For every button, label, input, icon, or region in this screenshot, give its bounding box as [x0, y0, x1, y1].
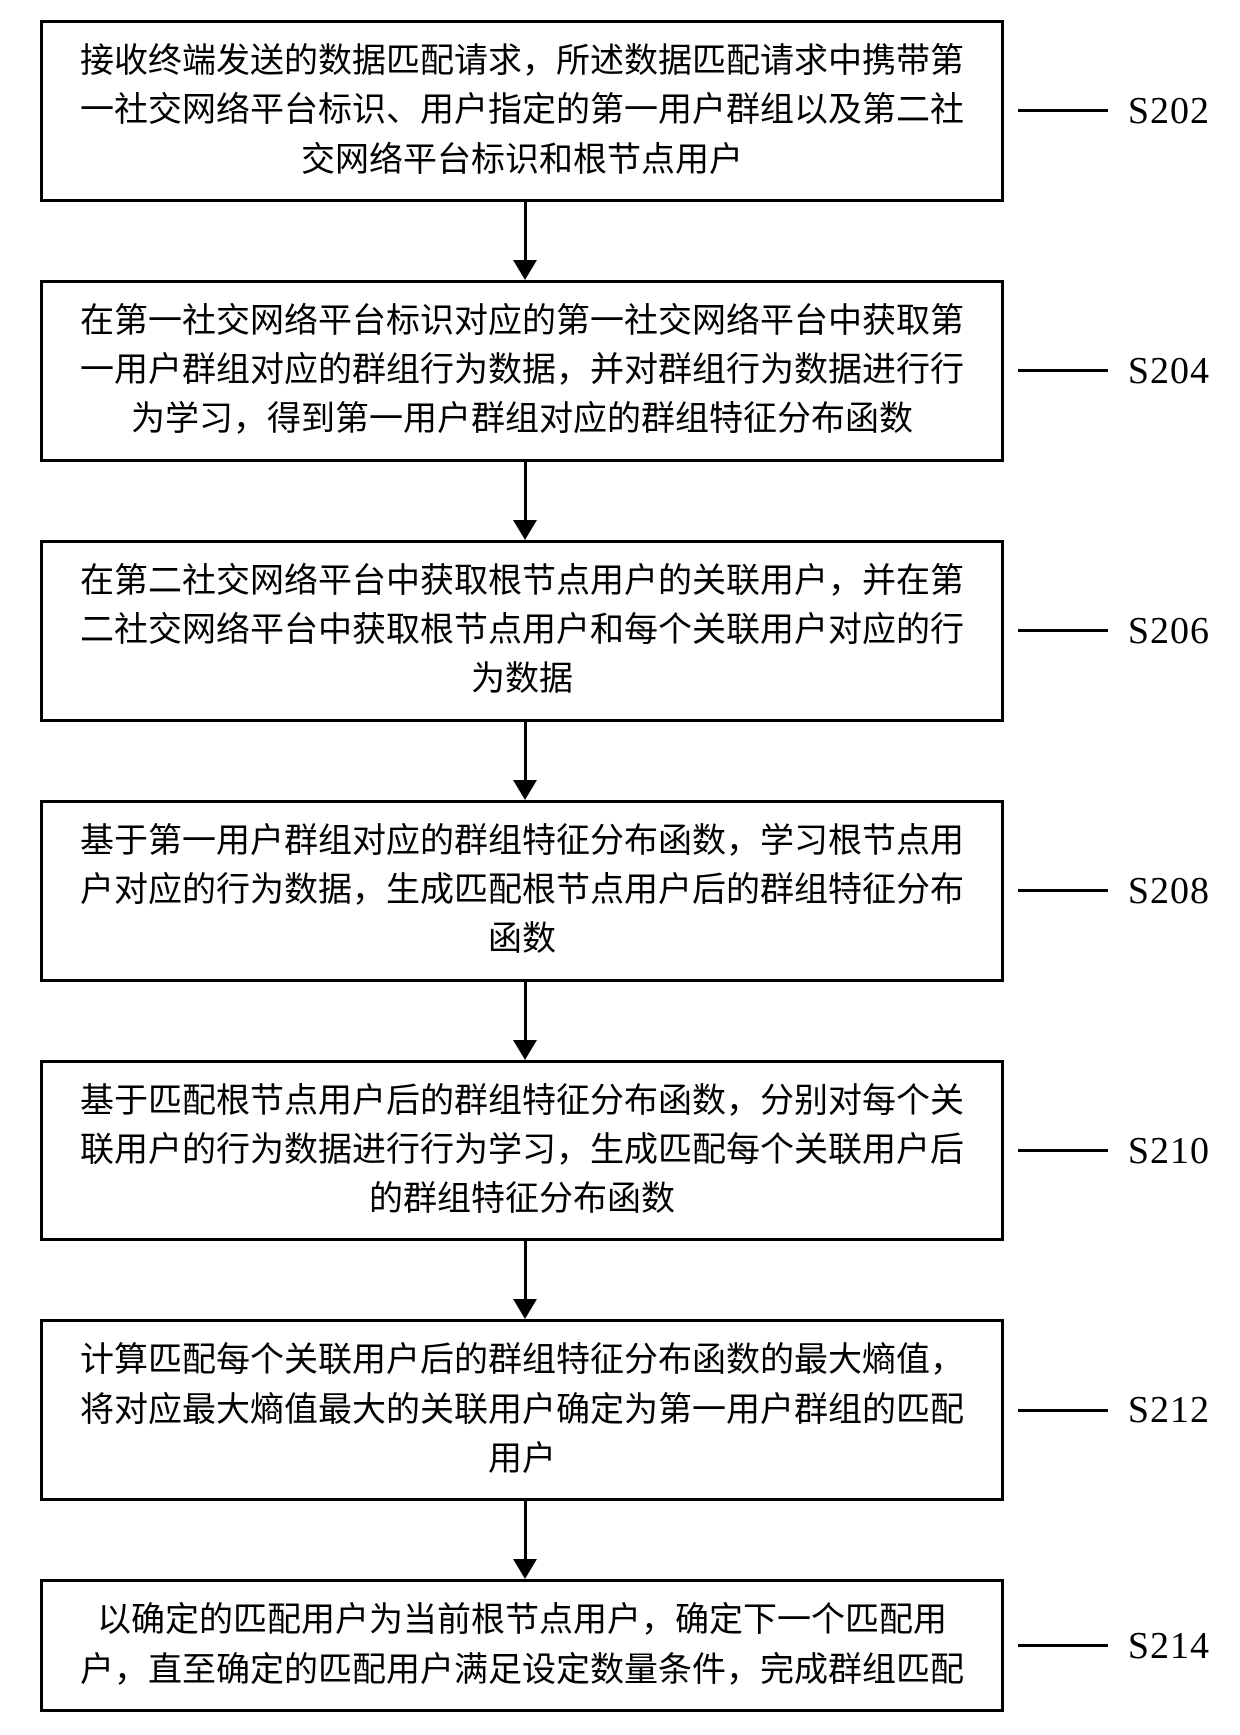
step-box-s210: 基于匹配根节点用户后的群组特征分布函数，分别对每个关联用户的行为数据进行行为学习… — [40, 1060, 1004, 1242]
step-label-s206: S206 — [1128, 609, 1210, 653]
arrow-down-icon — [513, 462, 537, 540]
connector-line — [1018, 1149, 1108, 1152]
step-box-s208: 基于第一用户群组对应的群组特征分布函数，学习根节点用户对应的行为数据，生成匹配根… — [40, 800, 1004, 982]
step-text: 基于匹配根节点用户后的群组特征分布函数，分别对每个关联用户的行为数据进行行为学习… — [80, 1083, 964, 1219]
step-box-s206: 在第二社交网络平台中获取根节点用户的关联用户，并在第二社交网络平台中获取根节点用… — [40, 540, 1004, 722]
arrow-down-icon — [513, 722, 537, 800]
connector-line — [1018, 889, 1108, 892]
flow-step: 以确定的匹配用户为当前根节点用户，确定下一个匹配用户，直至确定的匹配用户满足设定… — [30, 1579, 1210, 1712]
connector-line — [1018, 369, 1108, 372]
step-text: 以确定的匹配用户为当前根节点用户，确定下一个匹配用户，直至确定的匹配用户满足设定… — [80, 1602, 964, 1688]
step-box-s204: 在第一社交网络平台标识对应的第一社交网络平台中获取第一用户群组对应的群组行为数据… — [40, 280, 1004, 462]
step-text: 接收终端发送的数据匹配请求，所述数据匹配请求中携带第一社交网络平台标识、用户指定… — [80, 43, 964, 179]
connector-line — [1018, 109, 1108, 112]
step-connector — [1004, 889, 1122, 892]
connector-line — [1018, 1644, 1108, 1647]
step-box-s202: 接收终端发送的数据匹配请求，所述数据匹配请求中携带第一社交网络平台标识、用户指定… — [40, 20, 1004, 202]
flow-step: 计算匹配每个关联用户后的群组特征分布函数的最大熵值，将对应最大熵值最大的关联用户… — [30, 1319, 1210, 1501]
connector-line — [1018, 629, 1108, 632]
flowchart-container: 接收终端发送的数据匹配请求，所述数据匹配请求中携带第一社交网络平台标识、用户指定… — [30, 20, 1210, 1712]
step-box-s212: 计算匹配每个关联用户后的群组特征分布函数的最大熵值，将对应最大熵值最大的关联用户… — [40, 1319, 1004, 1501]
arrow-down-icon — [513, 1241, 537, 1319]
step-connector — [1004, 369, 1122, 372]
flow-step: 在第二社交网络平台中获取根节点用户的关联用户，并在第二社交网络平台中获取根节点用… — [30, 540, 1210, 722]
flow-step: 基于匹配根节点用户后的群组特征分布函数，分别对每个关联用户的行为数据进行行为学习… — [30, 1060, 1210, 1242]
step-label-s214: S214 — [1128, 1624, 1210, 1668]
flow-step: 接收终端发送的数据匹配请求，所述数据匹配请求中携带第一社交网络平台标识、用户指定… — [30, 20, 1210, 202]
step-box-s214: 以确定的匹配用户为当前根节点用户，确定下一个匹配用户，直至确定的匹配用户满足设定… — [40, 1579, 1004, 1712]
step-label-s210: S210 — [1128, 1129, 1210, 1173]
step-text: 基于第一用户群组对应的群组特征分布函数，学习根节点用户对应的行为数据，生成匹配根… — [80, 823, 964, 959]
flow-step: 基于第一用户群组对应的群组特征分布函数，学习根节点用户对应的行为数据，生成匹配根… — [30, 800, 1210, 982]
step-text: 在第二社交网络平台中获取根节点用户的关联用户，并在第二社交网络平台中获取根节点用… — [80, 563, 964, 699]
arrow-down-icon — [513, 982, 537, 1060]
step-label-s208: S208 — [1128, 869, 1210, 913]
arrow-down-icon — [513, 202, 537, 280]
step-text: 计算匹配每个关联用户后的群组特征分布函数的最大熵值，将对应最大熵值最大的关联用户… — [80, 1342, 964, 1478]
step-connector — [1004, 1644, 1122, 1647]
flow-step: 在第一社交网络平台标识对应的第一社交网络平台中获取第一用户群组对应的群组行为数据… — [30, 280, 1210, 462]
step-label-s202: S202 — [1128, 89, 1210, 133]
step-text: 在第一社交网络平台标识对应的第一社交网络平台中获取第一用户群组对应的群组行为数据… — [80, 303, 964, 439]
step-connector — [1004, 109, 1122, 112]
step-label-s204: S204 — [1128, 349, 1210, 393]
step-connector — [1004, 1149, 1122, 1152]
connector-line — [1018, 1409, 1108, 1412]
arrow-down-icon — [513, 1501, 537, 1579]
step-label-s212: S212 — [1128, 1388, 1210, 1432]
step-connector — [1004, 1409, 1122, 1412]
step-connector — [1004, 629, 1122, 632]
